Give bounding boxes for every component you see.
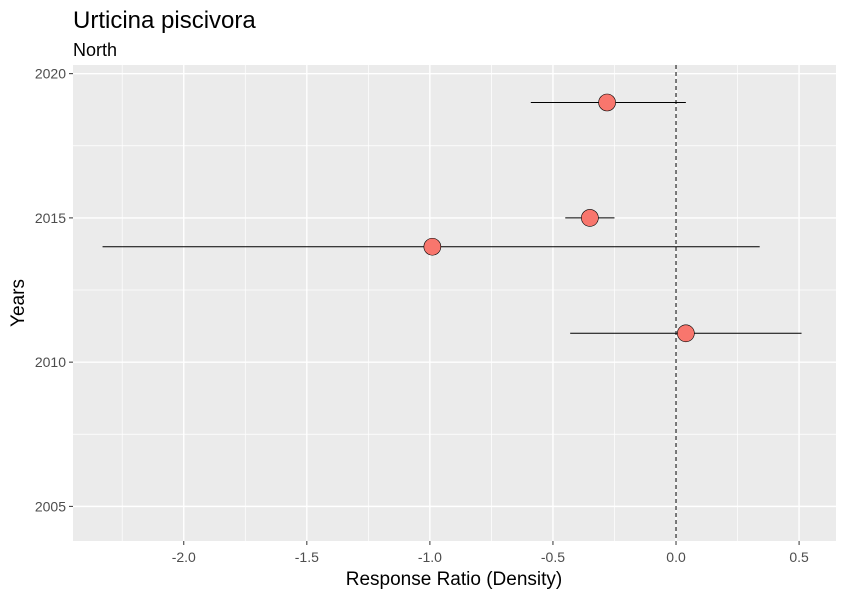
y-axis-ticks: 2005 2010 2015 2020 (35, 66, 73, 514)
x-tick-label: 0.5 (789, 549, 809, 565)
chart-title: Urticina piscivora (73, 7, 256, 34)
y-axis-title: Years (8, 279, 29, 327)
data-point-2019 (598, 93, 616, 112)
data-point-2011 (677, 324, 695, 343)
x-axis-ticks: -2.0 -1.5 -1.0 -0.5 0.0 0.5 (172, 541, 809, 565)
minor-grid (73, 65, 836, 541)
y-tick-label: 2020 (35, 66, 66, 82)
y-tick-label: 2005 (35, 498, 66, 514)
data-point-2014 (423, 237, 442, 256)
data-points (423, 93, 695, 343)
x-tick-label: -2.0 (172, 549, 196, 565)
plot-panel (73, 65, 836, 541)
y-tick-label: 2010 (35, 354, 66, 370)
chart-subtitle: North (73, 40, 117, 60)
x-axis-title: Response Ratio (Density) (346, 569, 562, 590)
x-tick-label: -0.5 (541, 549, 565, 565)
x-tick-label: 0.0 (666, 549, 686, 565)
y-tick-label: 2015 (35, 210, 66, 226)
x-tick-label: -1.0 (418, 549, 442, 565)
x-tick-label: -1.5 (295, 549, 319, 565)
data-point-2015 (581, 209, 599, 227)
